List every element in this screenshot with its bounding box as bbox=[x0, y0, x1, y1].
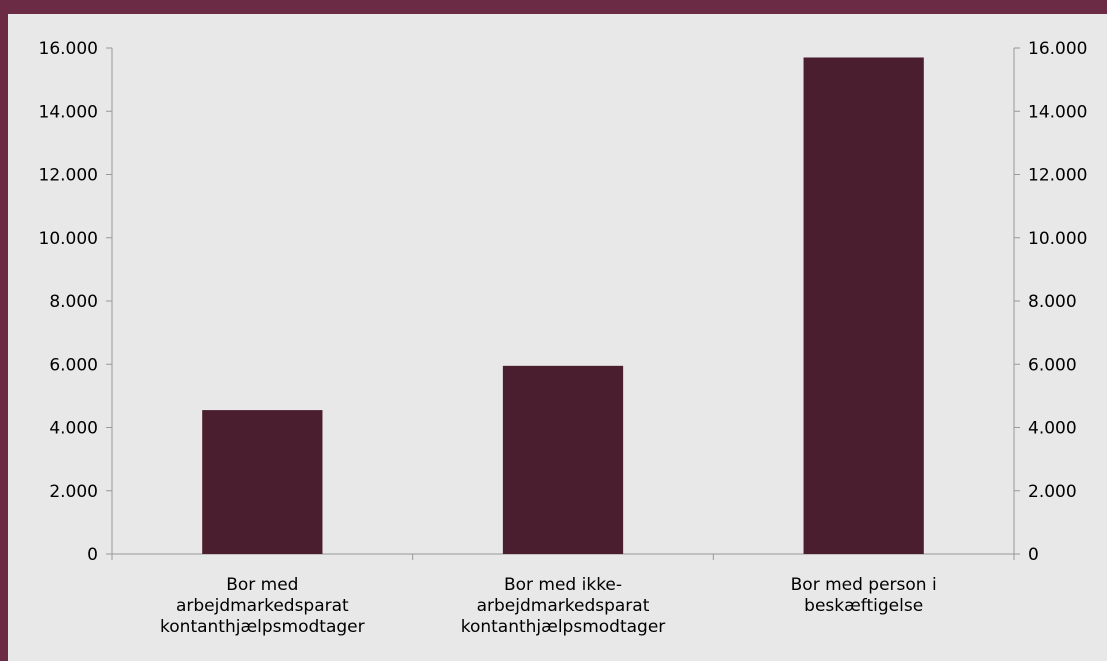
y-tick-label-right: 6.000 bbox=[1028, 355, 1077, 375]
y-axis-left: 0 2.000 4.000 6.000 8.000 10.000 12.000 14.000 1… bbox=[39, 39, 113, 565]
y-tick-label-left: 10.000 bbox=[39, 229, 98, 249]
y-tick-label-left: 0 bbox=[87, 545, 98, 565]
category-labels: Bor med arbejdmarkedsparat kontanthjælpsmo… bbox=[160, 575, 937, 637]
y-tick-label-left: 14.000 bbox=[39, 102, 98, 122]
y-tick-label-left: 4.000 bbox=[49, 419, 98, 439]
y-tick-label-right: 16.000 bbox=[1028, 39, 1087, 59]
y-tick-label-right: 12.000 bbox=[1028, 166, 1087, 186]
bar bbox=[202, 410, 323, 554]
y-tick-label-right: 10.000 bbox=[1028, 229, 1087, 249]
bar-chart: 0 2.000 4.000 6.000 8.000 10.000 12.000 14.000 1… bbox=[39, 39, 1088, 637]
y-tick-label-left: 12.000 bbox=[39, 166, 98, 186]
chart-frame: 0 2.000 4.000 6.000 8.000 10.000 12.000 14.000 1… bbox=[8, 14, 1107, 661]
y-tick-label-left: 6.000 bbox=[49, 355, 98, 375]
y-tick-label-left: 8.000 bbox=[49, 292, 98, 312]
category-label: Bor med ikke-arbejdmarkedsparat kontanthj… bbox=[461, 575, 666, 637]
bar bbox=[502, 365, 624, 554]
y-tick-label-left: 2.000 bbox=[49, 482, 98, 502]
y-tick-label-left: 16.000 bbox=[39, 39, 98, 59]
y-tick-label-right: 0 bbox=[1028, 545, 1039, 565]
y-tick-label-right: 4.000 bbox=[1028, 419, 1077, 439]
y-axis-right: 0 2.000 4.000 6.000 8.000 10.000 12.000 14.000 1… bbox=[1013, 39, 1087, 565]
bar bbox=[803, 57, 924, 555]
category-label: Bor med arbejdmarkedsparat kontanthjælpsmo… bbox=[160, 575, 365, 637]
y-tick-label-right: 2.000 bbox=[1028, 482, 1077, 502]
bars bbox=[202, 57, 924, 555]
x-axis bbox=[111, 553, 1015, 560]
y-tick-label-right: 8.000 bbox=[1028, 292, 1077, 312]
y-tick-label-right: 14.000 bbox=[1028, 102, 1087, 122]
category-label: Bor med person i beskæftigelse bbox=[791, 575, 937, 616]
